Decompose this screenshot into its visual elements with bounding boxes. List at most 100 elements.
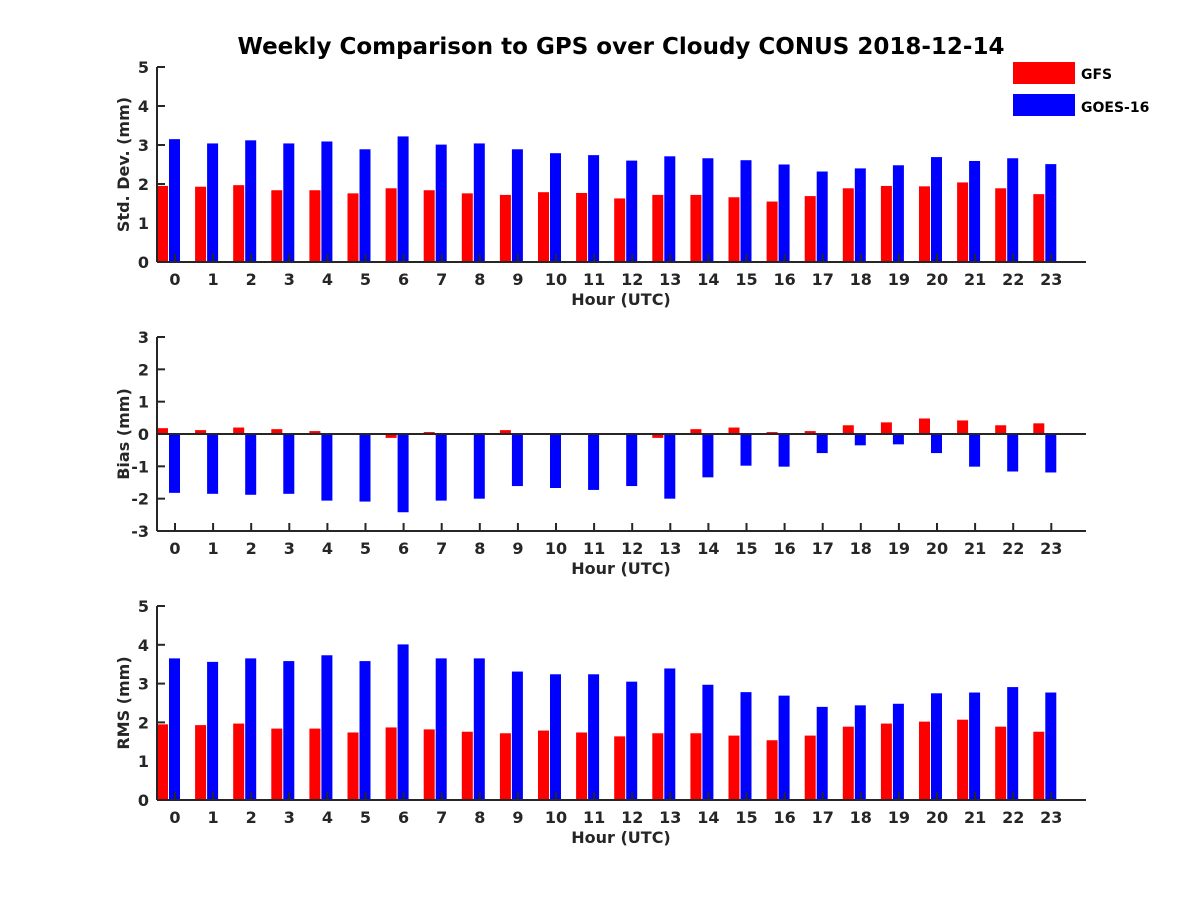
bias-bar-gfs-9 [499, 430, 511, 434]
std-dev-bar-goes16-18 [854, 168, 866, 262]
rms-xtick-label-1: 1 [208, 808, 219, 827]
std-dev-bar-goes16-16 [778, 164, 790, 262]
std-dev-xtick-label-17: 17 [812, 270, 834, 289]
bias-xtick-label-10: 10 [545, 539, 567, 558]
bias-bar-goes16-11 [588, 434, 600, 490]
rms-ytick-label-3: 3 [138, 675, 149, 694]
bias-bar-goes16-13 [664, 434, 676, 499]
rms-xtick-label-11: 11 [583, 808, 605, 827]
rms-bar-gfs-11 [576, 732, 588, 800]
rms-xtick-label-0: 0 [169, 808, 180, 827]
bias-bar-goes16-1 [207, 434, 219, 494]
bias-bar-goes16-5 [359, 434, 371, 502]
rms-xtick-label-8: 8 [474, 808, 485, 827]
std-dev-bar-gfs-7 [423, 190, 435, 262]
std-dev-bar-gfs-23 [1033, 194, 1045, 262]
rms-xtick-label-6: 6 [398, 808, 409, 827]
rms-bar-gfs-15 [728, 735, 740, 800]
bias-bar-goes16-7 [435, 434, 447, 501]
rms-bar-goes16-11 [588, 674, 600, 800]
rms-bar-gfs-10 [538, 730, 549, 800]
rms-bar-goes16-16 [778, 695, 790, 800]
bias-bar-gfs-3 [271, 429, 283, 434]
bias-bar-gfs-23 [1033, 423, 1045, 434]
rms-xtick-label-12: 12 [621, 808, 643, 827]
bias-xtick-label-5: 5 [360, 539, 371, 558]
rms-xtick-label-9: 9 [512, 808, 523, 827]
std-dev-ytick-label-4: 4 [138, 97, 149, 116]
std-dev-bar-goes16-1 [207, 143, 219, 262]
bias-bar-goes16-22 [1007, 434, 1019, 472]
rms-xtick-label-22: 22 [1002, 808, 1024, 827]
bias-bar-goes16-10 [550, 434, 561, 488]
std-dev-bar-gfs-16 [766, 201, 778, 262]
bias-bar-gfs-2 [233, 427, 245, 434]
std-dev-bar-goes16-14 [702, 158, 714, 262]
rms-bar-gfs-18 [842, 726, 854, 800]
bias-ytick-label-6: 3 [138, 328, 149, 347]
std-dev-xtick-label-9: 9 [512, 270, 523, 289]
bias-bar-goes16-8 [473, 434, 485, 499]
std-dev-bar-gfs-6 [385, 188, 397, 262]
std-dev-bar-gfs-9 [499, 194, 511, 262]
bias-bar-gfs-1 [195, 430, 207, 434]
rms-xtick-label-16: 16 [773, 808, 795, 827]
std-dev-xtick-label-14: 14 [697, 270, 719, 289]
bias-x-axis-label: Hour (UTC) [571, 559, 671, 578]
rms-bar-goes16-21 [969, 692, 981, 800]
rms-bar-gfs-20 [919, 721, 930, 800]
bias-xtick-label-6: 6 [398, 539, 409, 558]
std-dev-bar-goes16-15 [740, 160, 752, 262]
std-dev-xtick-label-20: 20 [926, 270, 948, 289]
bias-bar-goes16-14 [702, 434, 714, 478]
bias-xtick-label-15: 15 [735, 539, 757, 558]
bias-bar-goes16-4 [321, 434, 333, 501]
bias-xtick-label-3: 3 [284, 539, 295, 558]
bias-xtick-label-2: 2 [246, 539, 257, 558]
std-dev-bar-gfs-20 [919, 186, 930, 262]
rms-bar-goes16-15 [740, 692, 752, 800]
rms-bar-goes16-8 [473, 658, 485, 800]
bias-bar-goes16-0 [169, 434, 180, 493]
bias-bar-goes16-9 [511, 434, 523, 487]
rms-xtick-label-4: 4 [322, 808, 333, 827]
rms-xtick-label-18: 18 [850, 808, 872, 827]
bias-xtick-label-20: 20 [926, 539, 948, 558]
rms-xtick-label-19: 19 [888, 808, 910, 827]
rms-bar-gfs-3 [271, 728, 283, 800]
bias-ytick-label-2: -1 [131, 457, 149, 476]
rms-bar-goes16-18 [854, 705, 866, 800]
rms-ytick-label-0: 0 [138, 791, 149, 810]
bias-xtick-label-0: 0 [169, 539, 180, 558]
bias-xtick-label-12: 12 [621, 539, 643, 558]
rms-xtick-label-15: 15 [735, 808, 757, 827]
rms-bar-goes16-4 [321, 655, 333, 800]
bias-bar-goes16-6 [397, 434, 409, 513]
std-dev-xtick-label-0: 0 [169, 270, 180, 289]
bias-bar-goes16-20 [931, 434, 942, 454]
rms-bar-gfs-8 [461, 731, 473, 800]
bias-xtick-label-16: 16 [773, 539, 795, 558]
std-dev-bar-gfs-4 [309, 190, 321, 262]
rms-bar-goes16-0 [169, 658, 180, 800]
bias-ytick-label-1: -2 [131, 490, 149, 509]
bias-bar-gfs-15 [728, 427, 740, 434]
std-dev-ytick-label-1: 1 [138, 214, 149, 233]
std-dev-bar-gfs-13 [652, 194, 664, 262]
rms-bar-gfs-5 [347, 732, 359, 800]
std-dev-ytick-label-5: 5 [138, 58, 149, 77]
rms-ytick-label-4: 4 [138, 636, 149, 655]
std-dev-bar-gfs-11 [576, 192, 588, 262]
std-dev-bar-gfs-3 [271, 190, 283, 262]
bias-xtick-label-21: 21 [964, 539, 986, 558]
rms-xtick-label-14: 14 [697, 808, 719, 827]
std-dev-xtick-label-13: 13 [659, 270, 681, 289]
bias-bar-gfs-4 [309, 431, 321, 434]
bias-ytick-label-3: 0 [138, 425, 149, 444]
rms-bar-goes16-2 [245, 658, 257, 800]
bias-xtick-label-7: 7 [436, 539, 447, 558]
rms-bar-gfs-7 [423, 729, 435, 800]
rms-xtick-label-17: 17 [812, 808, 834, 827]
rms-bar-goes16-12 [626, 681, 638, 800]
